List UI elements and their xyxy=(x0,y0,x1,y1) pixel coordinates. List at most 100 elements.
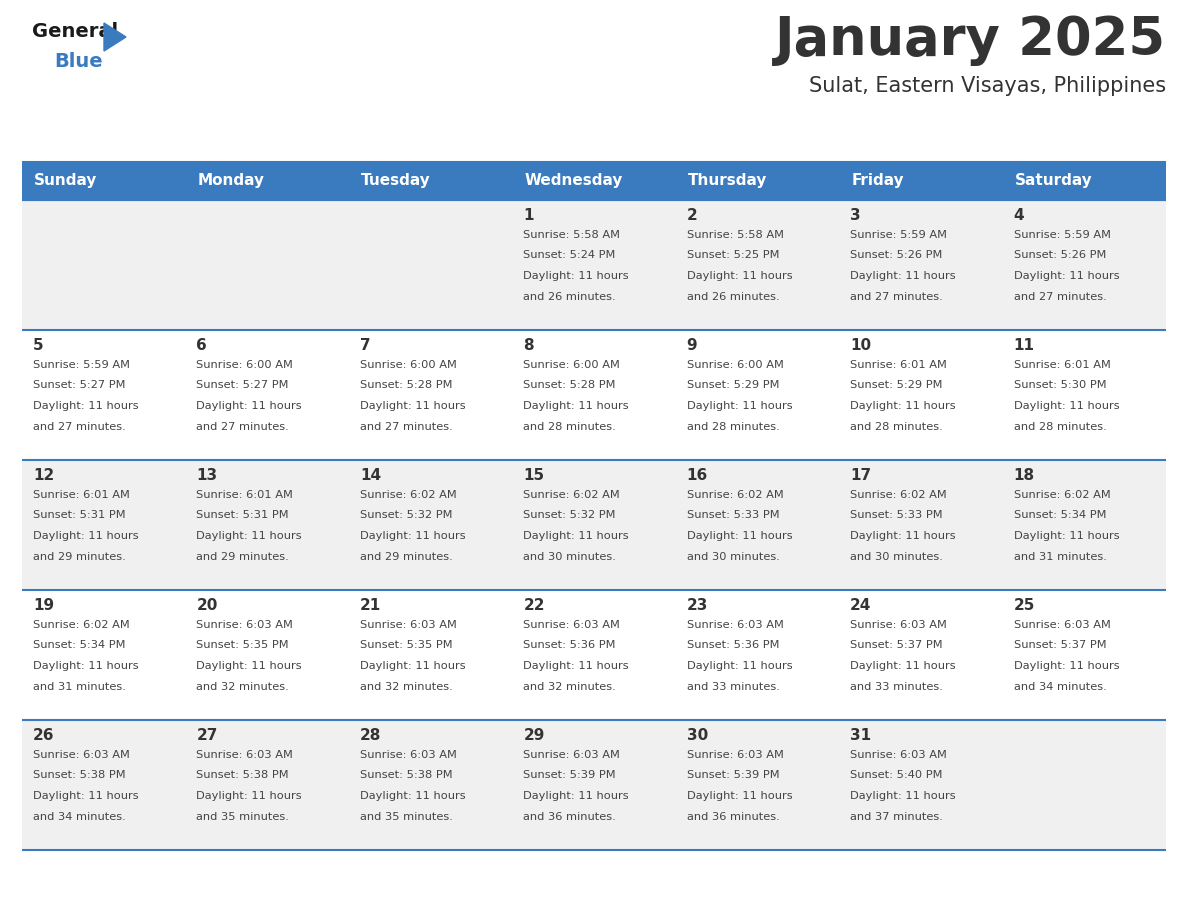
Text: Sunrise: 6:03 AM: Sunrise: 6:03 AM xyxy=(851,750,947,760)
Bar xyxy=(349,720,512,850)
Bar xyxy=(676,200,839,330)
Text: 4: 4 xyxy=(1013,208,1024,223)
Text: Daylight: 11 hours: Daylight: 11 hours xyxy=(851,271,956,281)
Text: and 31 minutes.: and 31 minutes. xyxy=(33,681,126,691)
Text: Sunset: 5:30 PM: Sunset: 5:30 PM xyxy=(1013,380,1106,390)
Text: Sunrise: 5:58 AM: Sunrise: 5:58 AM xyxy=(687,230,784,240)
Text: 9: 9 xyxy=(687,338,697,353)
Text: Saturday: Saturday xyxy=(1015,174,1092,188)
Text: Sunset: 5:40 PM: Sunset: 5:40 PM xyxy=(851,770,942,780)
Text: 8: 8 xyxy=(523,338,533,353)
Text: January 2025: January 2025 xyxy=(775,14,1165,66)
Text: 29: 29 xyxy=(523,728,544,743)
Text: Sunrise: 6:03 AM: Sunrise: 6:03 AM xyxy=(851,620,947,630)
Text: Sunrise: 5:59 AM: Sunrise: 5:59 AM xyxy=(33,360,129,370)
Text: and 32 minutes.: and 32 minutes. xyxy=(523,681,617,691)
Text: Daylight: 11 hours: Daylight: 11 hours xyxy=(1013,401,1119,411)
Text: Thursday: Thursday xyxy=(688,174,767,188)
Text: Sunrise: 6:02 AM: Sunrise: 6:02 AM xyxy=(1013,490,1111,500)
Text: 10: 10 xyxy=(851,338,871,353)
Text: Sunset: 5:27 PM: Sunset: 5:27 PM xyxy=(33,380,126,390)
Text: and 35 minutes.: and 35 minutes. xyxy=(196,812,290,822)
Text: Sunrise: 6:01 AM: Sunrise: 6:01 AM xyxy=(851,360,947,370)
Bar xyxy=(839,720,1003,850)
Bar xyxy=(185,720,349,850)
Text: Daylight: 11 hours: Daylight: 11 hours xyxy=(687,661,792,671)
Bar xyxy=(185,460,349,590)
Text: Sunrise: 6:03 AM: Sunrise: 6:03 AM xyxy=(523,620,620,630)
Bar xyxy=(1003,590,1165,720)
Text: and 32 minutes.: and 32 minutes. xyxy=(196,681,289,691)
Text: Sunrise: 5:59 AM: Sunrise: 5:59 AM xyxy=(851,230,947,240)
Text: Sunset: 5:28 PM: Sunset: 5:28 PM xyxy=(360,380,453,390)
Bar xyxy=(1003,330,1165,460)
Text: Sunset: 5:29 PM: Sunset: 5:29 PM xyxy=(851,380,942,390)
Bar xyxy=(512,330,676,460)
Text: 13: 13 xyxy=(196,468,217,483)
Text: Sunrise: 6:00 AM: Sunrise: 6:00 AM xyxy=(523,360,620,370)
Text: General: General xyxy=(32,22,118,41)
Text: Daylight: 11 hours: Daylight: 11 hours xyxy=(1013,271,1119,281)
Text: Daylight: 11 hours: Daylight: 11 hours xyxy=(196,791,302,801)
Text: Sunset: 5:34 PM: Sunset: 5:34 PM xyxy=(33,641,126,651)
Bar xyxy=(185,330,349,460)
Text: Daylight: 11 hours: Daylight: 11 hours xyxy=(196,401,302,411)
Bar xyxy=(512,200,676,330)
Bar xyxy=(676,162,839,200)
Text: 7: 7 xyxy=(360,338,371,353)
Text: 16: 16 xyxy=(687,468,708,483)
Text: 2: 2 xyxy=(687,208,697,223)
Text: Daylight: 11 hours: Daylight: 11 hours xyxy=(851,661,956,671)
Text: Daylight: 11 hours: Daylight: 11 hours xyxy=(33,791,139,801)
Bar xyxy=(512,590,676,720)
Text: and 37 minutes.: and 37 minutes. xyxy=(851,812,943,822)
Bar xyxy=(23,200,185,330)
Text: and 36 minutes.: and 36 minutes. xyxy=(687,812,779,822)
Text: Sunset: 5:34 PM: Sunset: 5:34 PM xyxy=(1013,510,1106,521)
Text: Sunset: 5:39 PM: Sunset: 5:39 PM xyxy=(523,770,615,780)
Text: Sunset: 5:33 PM: Sunset: 5:33 PM xyxy=(851,510,943,521)
Text: 5: 5 xyxy=(33,338,44,353)
Text: Sunrise: 5:59 AM: Sunrise: 5:59 AM xyxy=(1013,230,1111,240)
Bar xyxy=(185,590,349,720)
Text: and 33 minutes.: and 33 minutes. xyxy=(851,681,943,691)
Text: Daylight: 11 hours: Daylight: 11 hours xyxy=(523,271,628,281)
Text: Sunset: 5:38 PM: Sunset: 5:38 PM xyxy=(33,770,126,780)
Bar xyxy=(839,460,1003,590)
Text: Sunrise: 6:01 AM: Sunrise: 6:01 AM xyxy=(1013,360,1111,370)
Text: Sunrise: 6:03 AM: Sunrise: 6:03 AM xyxy=(33,750,129,760)
Text: and 32 minutes.: and 32 minutes. xyxy=(360,681,453,691)
Bar xyxy=(349,460,512,590)
Text: Friday: Friday xyxy=(851,174,904,188)
Text: and 29 minutes.: and 29 minutes. xyxy=(33,552,126,562)
Text: Sunrise: 6:00 AM: Sunrise: 6:00 AM xyxy=(360,360,456,370)
Bar xyxy=(23,590,185,720)
Text: Daylight: 11 hours: Daylight: 11 hours xyxy=(1013,661,1119,671)
Bar xyxy=(1003,460,1165,590)
Text: 17: 17 xyxy=(851,468,871,483)
Text: Daylight: 11 hours: Daylight: 11 hours xyxy=(196,531,302,541)
Text: 19: 19 xyxy=(33,598,55,613)
Bar xyxy=(23,162,185,200)
Bar xyxy=(185,200,349,330)
Text: Sunrise: 6:02 AM: Sunrise: 6:02 AM xyxy=(523,490,620,500)
Text: 21: 21 xyxy=(360,598,381,613)
Text: Daylight: 11 hours: Daylight: 11 hours xyxy=(33,531,139,541)
Text: Sunset: 5:27 PM: Sunset: 5:27 PM xyxy=(196,380,289,390)
Text: 22: 22 xyxy=(523,598,545,613)
Bar xyxy=(676,460,839,590)
Text: Sunset: 5:36 PM: Sunset: 5:36 PM xyxy=(687,641,779,651)
Text: and 27 minutes.: and 27 minutes. xyxy=(1013,292,1106,301)
Text: Wednesday: Wednesday xyxy=(524,174,623,188)
Text: Daylight: 11 hours: Daylight: 11 hours xyxy=(360,791,466,801)
Text: Daylight: 11 hours: Daylight: 11 hours xyxy=(360,661,466,671)
Text: Sunrise: 6:02 AM: Sunrise: 6:02 AM xyxy=(33,620,129,630)
Text: Sunset: 5:29 PM: Sunset: 5:29 PM xyxy=(687,380,779,390)
Text: Sunset: 5:25 PM: Sunset: 5:25 PM xyxy=(687,251,779,261)
Text: 28: 28 xyxy=(360,728,381,743)
Text: Sunrise: 6:01 AM: Sunrise: 6:01 AM xyxy=(196,490,293,500)
Text: 26: 26 xyxy=(33,728,55,743)
Text: and 36 minutes.: and 36 minutes. xyxy=(523,812,617,822)
Text: Sunrise: 6:03 AM: Sunrise: 6:03 AM xyxy=(360,750,456,760)
Bar xyxy=(349,330,512,460)
